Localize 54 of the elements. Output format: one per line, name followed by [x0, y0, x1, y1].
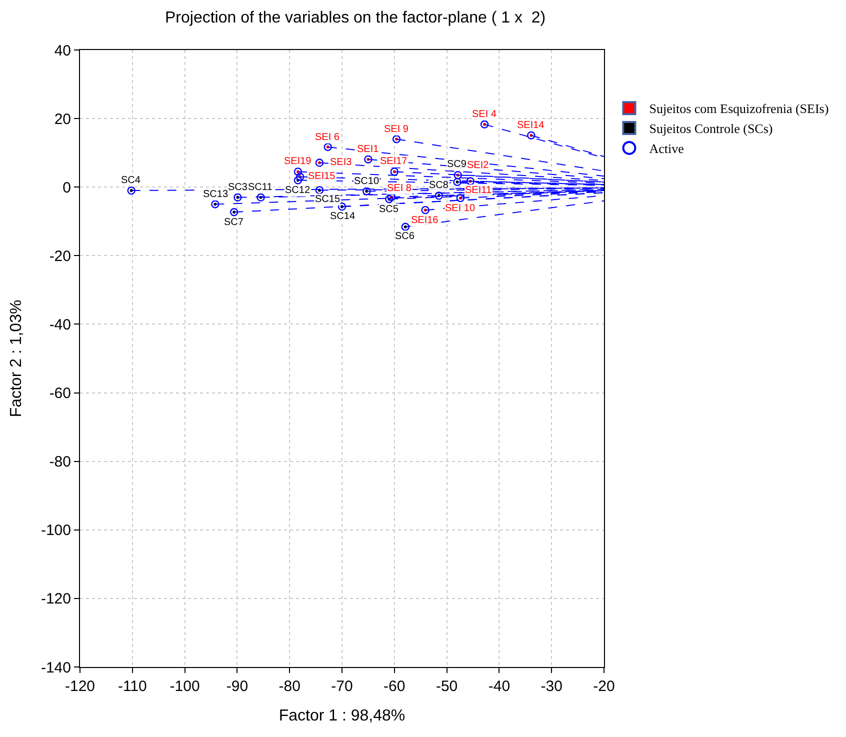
data-label: SC11	[248, 182, 273, 193]
x-tick-label: -70	[331, 678, 353, 695]
legend-label: Sujeitos com Esquizofrenia (SEIs)	[649, 101, 829, 116]
y-axis-title: Factor 2 : 1,03%	[8, 300, 25, 418]
data-label: SEI11	[465, 185, 492, 196]
y-tick-label: -120	[40, 590, 71, 608]
data-label: SC5	[379, 204, 399, 215]
data-label: SEI19	[284, 156, 312, 167]
data-label: SC12	[285, 185, 310, 196]
x-axis-title: Factor 1 : 98,48%	[278, 708, 406, 725]
data-label: SEI 4	[472, 109, 497, 120]
data-label: SC14	[330, 211, 356, 222]
data-label: SC10	[354, 176, 380, 187]
data-label: SC13	[203, 189, 228, 200]
y-tick-label: 40	[54, 42, 71, 60]
data-label: SC4	[121, 175, 141, 186]
data-label: SC6	[395, 231, 415, 242]
y-tick-label: -40	[49, 316, 71, 334]
data-label: SEI 6	[315, 132, 340, 143]
data-label: SEI2	[467, 160, 490, 171]
data-label: SEI3	[330, 157, 352, 168]
data-label: SEI14	[517, 120, 545, 131]
data-label: SEI 10	[445, 203, 476, 214]
data-label: SEI 9	[384, 124, 409, 135]
data-label: SC9	[447, 159, 467, 170]
x-tick-label: -40	[488, 678, 510, 695]
chart-title: Projection of the variables on the factor-plane ( 1 x 2)	[164, 9, 546, 26]
y-tick-label: -60	[49, 385, 71, 402]
data-label: SC15	[315, 194, 340, 205]
x-tick-label: -20	[593, 678, 615, 695]
y-tick-label: -80	[49, 454, 71, 471]
data-label: SEI15	[308, 171, 336, 182]
y-tick-label: 20	[54, 110, 71, 128]
legend-label: Sujeitos Controle (SCs)	[649, 121, 773, 136]
data-label: SEI16	[411, 215, 439, 226]
x-tick-label: -50	[436, 678, 458, 695]
legend-label: Active	[649, 141, 684, 156]
y-tick-label: 0	[62, 179, 71, 196]
x-tick-label: -30	[540, 678, 562, 695]
x-tick-label: -80	[278, 678, 300, 695]
x-tick-label: -90	[226, 678, 248, 695]
y-tick-label: -20	[49, 248, 71, 265]
y-tick-label: -140	[40, 659, 71, 676]
data-label: SEI17	[380, 156, 408, 167]
y-tick-label: -100	[40, 522, 71, 540]
x-tick-label: -100	[170, 678, 200, 695]
data-label: SEI 8	[387, 183, 412, 194]
data-label: SC8	[429, 180, 449, 191]
data-label: SC7	[224, 217, 244, 228]
data-label: SC3	[228, 182, 248, 193]
x-tick-label: -120	[64, 678, 96, 695]
x-tick-label: -60	[384, 678, 406, 695]
x-tick-label: -110	[118, 678, 147, 695]
data-label: SEI1	[357, 144, 380, 155]
